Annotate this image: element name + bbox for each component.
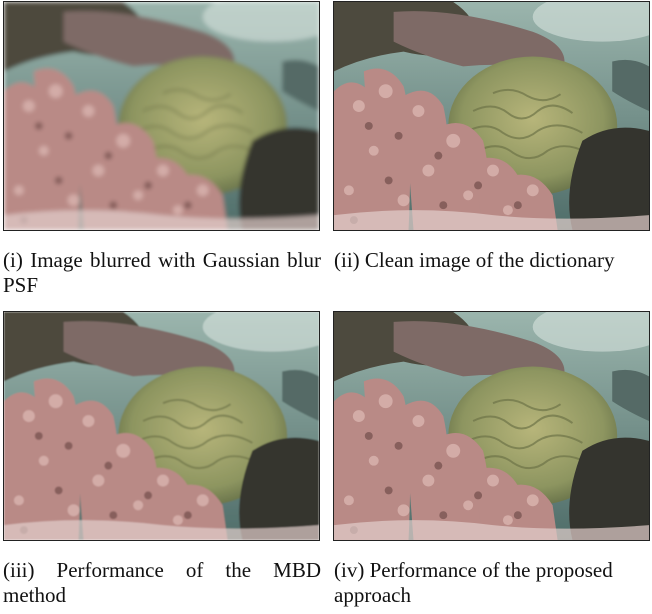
panel-i-image bbox=[3, 1, 320, 231]
proposed-restored-coral-reef-image bbox=[334, 312, 649, 540]
clean-coral-reef-image bbox=[334, 2, 649, 230]
caption-panel-iv: (iv) Performance of the proposed approac… bbox=[334, 558, 613, 607]
panel-iv-image bbox=[333, 311, 650, 541]
panel-iii-image bbox=[3, 311, 320, 541]
caption-panel-ii: (ii) Clean image of the dictionary bbox=[334, 248, 615, 272]
blurred-coral-reef-image bbox=[4, 2, 319, 230]
mbd-restored-coral-reef-image bbox=[4, 312, 319, 540]
caption-panel-iii: (iii) Performance of the MBD method bbox=[3, 558, 321, 607]
caption-panel-i: (i) Image blurred with Gaussian blur PSF bbox=[3, 248, 321, 297]
panel-ii-image bbox=[333, 1, 650, 231]
